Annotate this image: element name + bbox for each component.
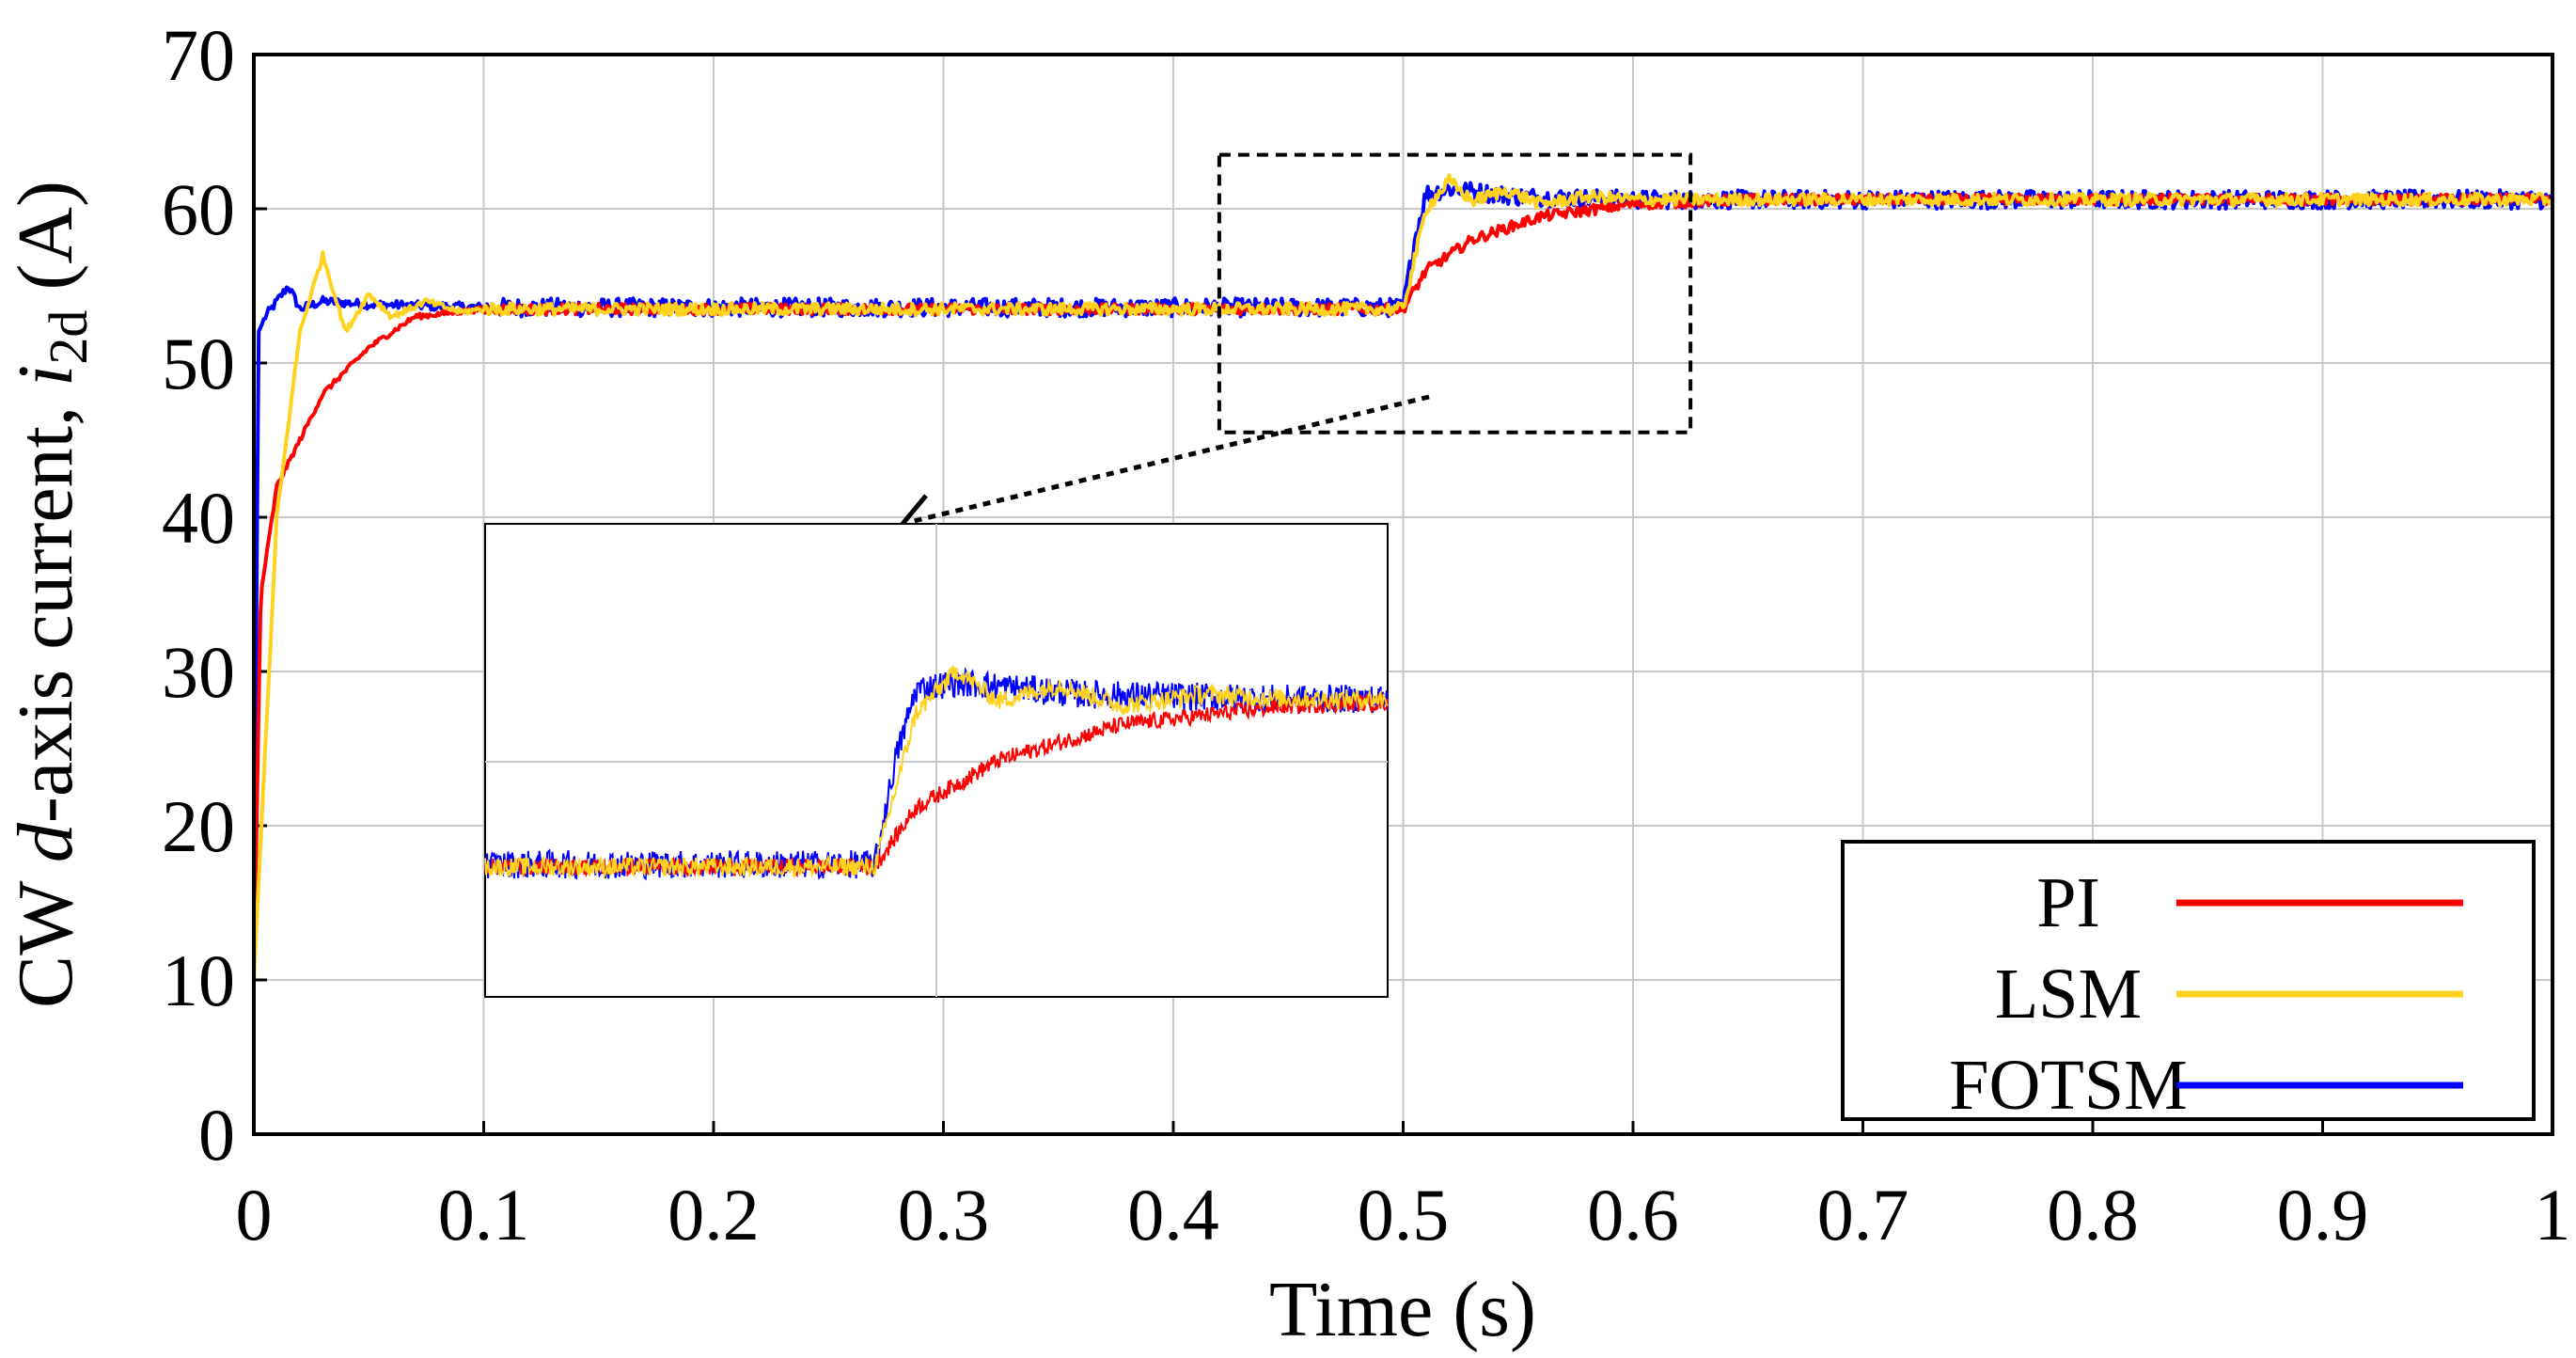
y-tick-label: 20	[162, 785, 235, 867]
inset-line-fotsm	[484, 666, 1389, 881]
y-tick-label: 30	[162, 631, 235, 713]
legend: PI LSM FOTSM	[1841, 840, 2536, 1125]
x-tick-label: 0.6	[1587, 1174, 1679, 1255]
inset-line-lsm	[484, 664, 1389, 880]
x-tick-label: 0.1	[438, 1174, 530, 1255]
y-tick-label: 70	[162, 14, 235, 96]
x-tick-labels: 0 0.1 0.2 0.3 0.4 0.5 0.6 0.7 0.8 0.9 1	[236, 1174, 2571, 1255]
y-tick-label: 0	[198, 1094, 235, 1176]
x-tick-label: 0.9	[2277, 1174, 2369, 1255]
legend-label: LSM	[1995, 955, 2142, 1034]
y-tick-label: 40	[162, 477, 235, 559]
x-tick-label: 0.4	[1127, 1174, 1219, 1255]
legend-label: PI	[2036, 863, 2100, 942]
x-tick-label: 0.2	[668, 1174, 760, 1255]
series-lines	[252, 173, 2554, 981]
zoom-arrow	[899, 394, 1430, 544]
x-tick-label: 0.3	[898, 1174, 990, 1255]
inset-line-pi	[484, 692, 1389, 878]
x-tick-label: 1	[2535, 1174, 2571, 1255]
legend-label: FOTSM	[1949, 1046, 2187, 1125]
x-tick-label: 0.7	[1817, 1174, 1909, 1255]
y-axis-title: CW d-axis current, i2d (A)	[2, 181, 99, 1008]
x-tick-label: 0	[236, 1174, 273, 1255]
y-tick-label: 60	[162, 168, 235, 250]
plot-frame	[252, 53, 2554, 1136]
x-axis-title: Time (s)	[1269, 1266, 1536, 1353]
y-tick-label: 10	[162, 940, 235, 1021]
y-tick-labels: 0 10 20 30 40 50 60 70	[162, 14, 235, 1176]
y-tick-label: 50	[162, 323, 235, 404]
x-tick-label: 0.8	[2047, 1174, 2139, 1255]
inset-zoom-panel	[484, 523, 1389, 998]
series-line-lsm	[252, 173, 2554, 981]
x-tick-label: 0.5	[1358, 1174, 1450, 1255]
zoom-region-box	[1217, 152, 1693, 434]
